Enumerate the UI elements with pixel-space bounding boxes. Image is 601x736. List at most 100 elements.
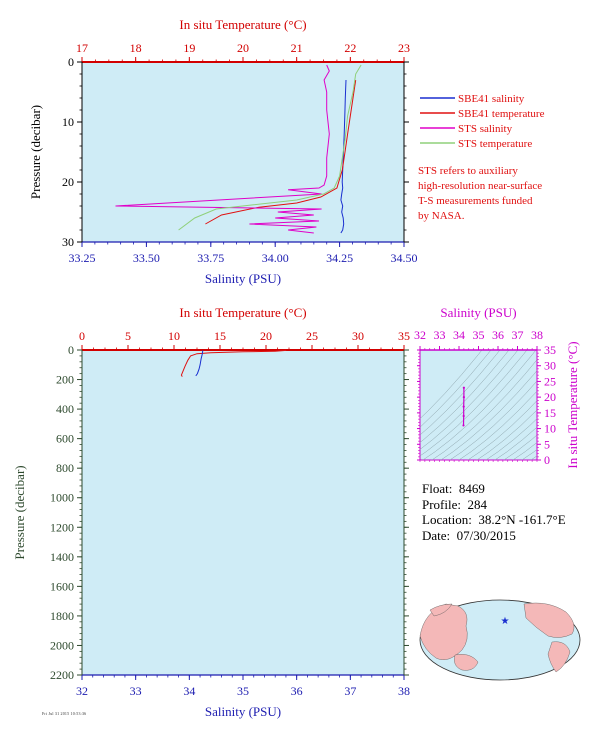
salinity-tick-label: 34	[183, 684, 195, 698]
float-info: Float: 8469 Profile: 284 Location: 38.2°…	[422, 481, 566, 543]
density-contour	[420, 350, 492, 428]
temperature-tick-label: 20	[237, 41, 249, 55]
temperature-tick-label: 23	[398, 41, 410, 55]
ts-salinity-tick-label: 36	[492, 328, 504, 342]
temperature-tick-label: 17	[76, 41, 88, 55]
ts-salinity-tick-label: 37	[512, 328, 524, 342]
bottom-temperature-axis-title: In situ Temperature (°C)	[179, 305, 306, 320]
density-contour	[420, 350, 519, 450]
density-contour	[440, 370, 537, 460]
location-value: 38.2°N -161.7°E	[478, 512, 566, 527]
ts-temperature-tick-label: 25	[544, 374, 556, 388]
float-number: 8469	[458, 481, 485, 496]
ts-salinity-tick-label: 38	[531, 328, 543, 342]
ts-salinity-axis-title: Salinity (PSU)	[440, 305, 516, 320]
salinity-tick-label: 34.50	[391, 251, 418, 265]
pressure-tick-label: 0	[68, 343, 74, 357]
top-pressure-axis: 0 10 20 30	[62, 55, 409, 249]
density-contour	[467, 400, 537, 460]
density-contour	[512, 442, 537, 460]
ts-plot-area	[419, 349, 538, 461]
ts-temperature-tick-label: 30	[544, 359, 556, 373]
density-contour	[476, 409, 537, 460]
bottom-pressure-axis-title: Pressure (decibar)	[12, 465, 27, 559]
density-contour	[420, 350, 483, 420]
legend: SBE41 salinity SBE41 temperature STS salin…	[420, 93, 545, 150]
legend-label: SBE41 temperature	[458, 108, 545, 120]
density-contour	[420, 350, 528, 457]
salinity-tick-label: 33.25	[69, 251, 96, 265]
salinity-tick-label: 36	[291, 684, 303, 698]
date-value: 07/30/2015	[456, 527, 516, 543]
salinity-tick-label: 37	[344, 684, 356, 698]
pressure-tick-label: 600	[56, 432, 74, 446]
salinity-tick-label: 33.50	[133, 251, 160, 265]
temperature-tick-label: 15	[214, 329, 226, 343]
ts-temperature-tick-label: 10	[544, 422, 556, 436]
ts-density-contours	[420, 350, 537, 460]
temperature-tick-label: 0	[79, 329, 85, 343]
ts-salinity-tick-label: 34	[453, 328, 465, 342]
note-line: T-S measurements funded	[418, 195, 533, 207]
legend-label: STS salinity	[458, 123, 513, 135]
ts-point	[462, 396, 465, 399]
pressure-tick-label: 10	[62, 115, 74, 129]
top-pressure-axis-title: Pressure (decibar)	[28, 105, 43, 199]
density-contour	[431, 359, 537, 460]
ts-point	[462, 405, 465, 408]
density-contour	[494, 426, 537, 460]
density-contour	[420, 350, 501, 436]
salinity-tick-label: 33.75	[197, 251, 224, 265]
pressure-tick-label: 400	[56, 402, 74, 416]
ts-point	[462, 414, 465, 418]
location-row: Location: 38.2°N -161.7°E	[422, 512, 566, 527]
density-contour	[422, 350, 537, 460]
density-contour	[503, 434, 537, 460]
top-temperature-axis: 17 18 19 20 21 22 23	[76, 41, 410, 63]
ts-temperature-axis-title: In situ Temperature (°C)	[565, 341, 580, 468]
note-line: high-resolution near-surface	[418, 180, 542, 192]
map-land-south-america	[547, 641, 571, 673]
temperature-tick-label: 19	[183, 41, 195, 55]
pressure-tick-label: 1200	[50, 520, 74, 534]
profile-row: Profile: 284	[422, 496, 488, 512]
map-land-australia	[454, 654, 479, 671]
ts-point	[462, 424, 465, 427]
top-temperature-axis-title: In situ Temperature (°C)	[179, 17, 306, 32]
series-line-sbe41-salinity	[340, 79, 347, 234]
density-contour	[449, 380, 537, 460]
float-row: Float: 8469	[422, 481, 485, 496]
bottom-chart: 0 5 10 15 20 25 30 35 32 33 34 35 36 37 38 0 200 400 600…	[12, 305, 410, 719]
salinity-tick-label: 33	[130, 684, 142, 698]
map-land-north-america	[523, 602, 575, 638]
profile-number: 284	[467, 496, 488, 512]
ts-temperature-tick-label: 35	[544, 343, 556, 357]
series-line-sbe41-temperature	[205, 79, 357, 225]
density-contour	[521, 449, 537, 460]
salinity-tick-label: 34.00	[262, 251, 289, 265]
bottom-series-group	[180, 349, 287, 377]
series-line-sts-salinity	[115, 64, 330, 234]
salinity-tick-label: 34.25	[326, 251, 353, 265]
pressure-tick-label: 20	[62, 175, 74, 189]
pressure-tick-label: 800	[56, 461, 74, 475]
salinity-tick-label: 35	[237, 684, 249, 698]
temperature-tick-label: 22	[344, 41, 356, 55]
density-contour	[485, 418, 537, 460]
ts-series-group	[462, 386, 465, 427]
series-line-sts-temperature	[178, 64, 362, 231]
pressure-tick-label: 0	[68, 55, 74, 69]
top-plot-area	[81, 61, 405, 243]
density-contour	[458, 390, 537, 460]
ts-temperature-tick-label: 0	[544, 453, 550, 467]
top-chart: 17 18 19 20 21 22 23 33.25 33.50 33.75 34.00 34.25…	[28, 17, 418, 286]
temperature-tick-label: 21	[291, 41, 303, 55]
ts-temperature-tick-label: 20	[544, 390, 556, 404]
bottom-temperature-axis: 0 5 10 15 20 25 30 35	[79, 329, 410, 351]
top-salinity-axis-title: Salinity (PSU)	[205, 271, 281, 286]
world-map: ★	[419, 599, 581, 681]
bottom-pressure-axis: 0 200 400 600 800 1000 1200 1400 1600 1800 2000 220…	[50, 343, 409, 682]
